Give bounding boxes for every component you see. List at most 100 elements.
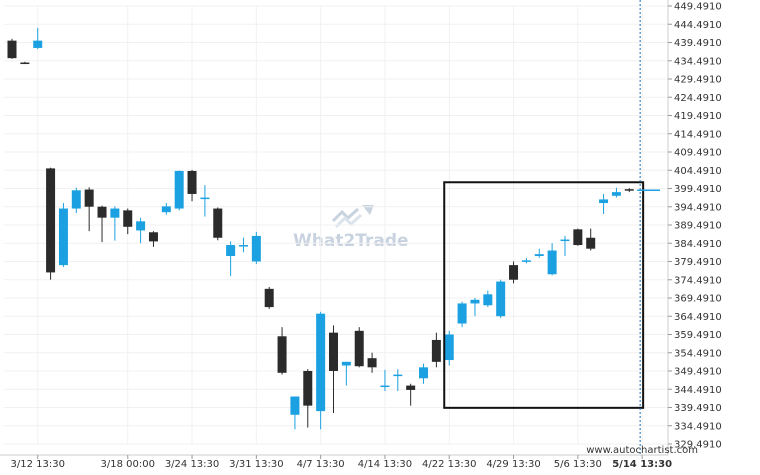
candle-13 [174, 170, 184, 211]
candle-body-41 [534, 254, 544, 256]
candle-body-46 [599, 199, 609, 204]
candle-40 [521, 257, 531, 264]
y-tick-label-9: 404.4910 [674, 166, 722, 177]
pattern-box [443, 181, 645, 409]
y-tick-label-19: 354.4910 [674, 348, 722, 359]
y-tick-label-6: 419.4910 [674, 111, 722, 122]
watermark: What2Trade [293, 205, 409, 251]
candle-body-19 [251, 235, 261, 262]
y-tick-label-11: 394.4910 [674, 202, 722, 213]
candle-45 [586, 228, 596, 251]
candle-28 [367, 352, 377, 373]
candle-body-28 [367, 358, 377, 368]
y-tick-label-21: 344.4910 [674, 385, 722, 396]
candle-body-45 [586, 237, 596, 249]
candle-48 [624, 188, 634, 193]
candle-body-12 [161, 206, 171, 213]
candle-47 [611, 187, 621, 198]
candle-30 [393, 369, 403, 392]
y-tick-label-4: 429.4910 [674, 75, 722, 86]
x-tick-label-7: 4/29 13:30 [486, 459, 540, 470]
candle-24 [316, 311, 326, 430]
candle-body-13 [174, 170, 184, 209]
candle-body-40 [521, 260, 531, 262]
candle-9 [123, 208, 133, 235]
candle-body-27 [354, 330, 364, 367]
candle-body-10 [136, 221, 146, 231]
y-tick-label-14: 379.4910 [674, 257, 722, 268]
candle-32 [419, 363, 429, 384]
x-tick-label-8: 5/6 13:30 [554, 459, 602, 470]
candle-39 [509, 261, 519, 284]
candle-body-36 [470, 299, 480, 304]
candle-3 [46, 167, 56, 280]
candle-body-11 [148, 232, 158, 242]
candle-body-17 [226, 245, 236, 256]
candle-body-5 [71, 190, 81, 209]
candle-31 [406, 383, 416, 406]
candle-42 [547, 243, 557, 276]
candle-5 [71, 187, 81, 213]
candle-body-26 [341, 361, 351, 366]
x-tick-label-5: 4/14 13:30 [358, 459, 412, 470]
candle-body-43 [560, 239, 570, 242]
candle-body-1 [20, 62, 30, 65]
candle-body-23 [303, 370, 313, 406]
candle-body-0 [7, 40, 17, 59]
candle-26 [341, 361, 351, 386]
candle-body-48 [624, 189, 634, 191]
candle-body-37 [483, 294, 493, 306]
candle-body-6 [84, 189, 94, 207]
x-tick-label-1: 3/18 00:00 [101, 459, 155, 470]
candle-7 [97, 205, 107, 243]
candle-43 [560, 235, 570, 256]
candle-19 [251, 231, 261, 265]
candle-body-16 [213, 208, 223, 238]
candle-11 [148, 231, 158, 247]
candle-body-30 [393, 374, 403, 377]
x-tick-label-0: 3/12 13:30 [10, 459, 64, 470]
candle-body-42 [547, 250, 557, 275]
candle-21 [277, 327, 287, 375]
watermark-text: What2Trade [293, 231, 409, 251]
candle-body-39 [509, 265, 519, 280]
y-tick-label-12: 389.4910 [674, 221, 722, 232]
y-tick-label-16: 369.4910 [674, 294, 722, 305]
candle-body-8 [110, 208, 120, 218]
y-tick-label-1: 444.4910 [674, 20, 722, 31]
candle-body-2 [33, 40, 43, 48]
candle-29 [380, 369, 390, 392]
candle-34 [444, 330, 454, 366]
x-tick-label-9: 5/14 13:30 [612, 459, 672, 470]
candle-0 [7, 38, 17, 59]
candle-36 [470, 297, 480, 317]
candle-8 [110, 206, 120, 241]
candle-41 [534, 248, 544, 258]
watermark-logo-icon [331, 205, 374, 229]
y-tick-label-23: 334.4910 [674, 421, 722, 432]
candle-14 [187, 169, 197, 202]
candle-body-18 [238, 245, 248, 247]
candle-46 [599, 193, 609, 215]
candle-4 [58, 203, 68, 267]
candle-body-33 [431, 339, 441, 362]
candle-15 [200, 185, 210, 217]
candle-23 [303, 369, 313, 428]
candle-10 [136, 217, 146, 244]
candle-body-32 [419, 367, 429, 379]
candle-20 [264, 287, 274, 309]
y-tick-label-22: 339.4910 [674, 403, 722, 414]
y-tick-label-5: 424.4910 [674, 93, 722, 104]
y-axis: 449.4910 444.4910 439.4910 434.4910 429.4910… [667, 0, 722, 455]
candle-body-29 [380, 385, 390, 388]
y-tick-label-7: 414.4910 [674, 129, 722, 140]
x-tick-label-4: 4/7 13:30 [297, 459, 345, 470]
candle-body-35 [457, 303, 467, 324]
candle-body-20 [264, 288, 274, 308]
candle-body-15 [200, 197, 210, 200]
overlay [443, 0, 660, 455]
candle-16 [213, 207, 223, 241]
candle-22 [290, 396, 300, 430]
